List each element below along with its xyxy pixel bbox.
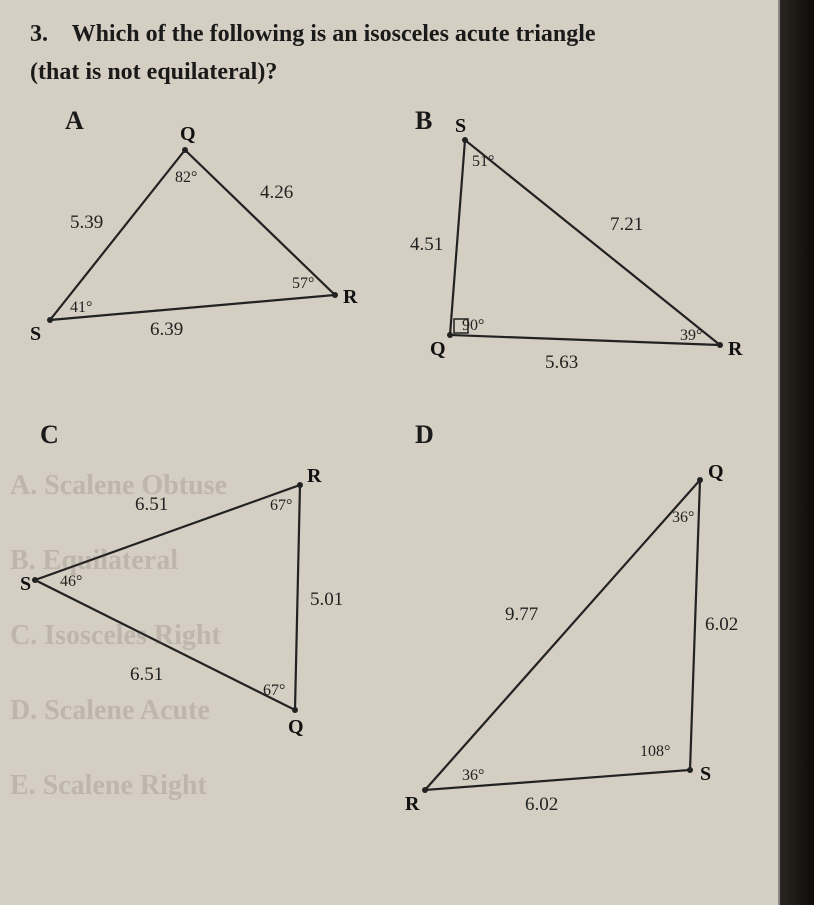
side-sr: 6.02	[525, 794, 558, 815]
side-qr: 5.63	[545, 352, 578, 373]
ghost-line-5: E. Scalene Right	[10, 770, 207, 802]
question-line-2: (that is not equilateral)?	[30, 56, 748, 88]
ang-q: 67°	[263, 682, 285, 699]
vertex-s: S	[700, 763, 711, 785]
vertex-q: Q	[288, 716, 304, 738]
side-qs: 6.02	[705, 614, 738, 635]
triangle-a: S Q R 5.39 4.26 6.39 41° 82° 57°	[30, 120, 370, 350]
vertex-q: Q	[430, 338, 446, 360]
vertex-r: R	[307, 465, 322, 487]
vertex-s: S	[30, 323, 41, 345]
side-rs: 7.21	[610, 214, 643, 235]
vertex-q: Q	[180, 123, 196, 145]
vertex-q: Q	[708, 461, 724, 483]
vertex-r: R	[728, 338, 743, 360]
triangle-b: Q S R 4.51 7.21 5.63 51° 90° 39°	[410, 120, 750, 380]
question-text-1: Which of the following is an isosceles a…	[72, 21, 596, 47]
triangle-d: R Q S 9.77 6.02 6.02 36° 36° 108°	[400, 450, 760, 820]
side-sq: 4.51	[410, 234, 443, 255]
side-rq: 5.01	[310, 589, 343, 610]
ang-s: 51°	[472, 153, 494, 170]
side-qr: 4.26	[260, 182, 293, 203]
triangle-c: S R Q 6.51 5.01 6.51 46° 67° 67°	[20, 450, 360, 770]
side-sr: 6.51	[135, 494, 168, 515]
vertex-s: S	[20, 573, 31, 595]
ang-s: 108°	[640, 743, 670, 760]
ang-r: 57°	[292, 275, 314, 292]
ang-r: 67°	[270, 497, 292, 514]
side-rs: 6.39	[150, 319, 183, 340]
question-line-1: 3. Which of the following is an isoscele…	[30, 18, 748, 50]
vertex-r: R	[405, 793, 420, 815]
ang-q: 82°	[175, 169, 197, 186]
side-qs: 6.51	[130, 664, 163, 685]
ang-r: 36°	[462, 767, 484, 784]
ang-q: 36°	[672, 509, 694, 526]
ang-r: 39°	[680, 327, 702, 344]
ang-s: 46°	[60, 573, 82, 590]
option-label-d: D	[415, 420, 434, 450]
side-sq: 5.39	[70, 212, 103, 233]
side-rq: 9.77	[505, 604, 538, 625]
page-dark-edge	[780, 0, 814, 905]
ang-s: 41°	[70, 299, 92, 316]
vertex-r: R	[343, 286, 358, 308]
worksheet-page: 3. Which of the following is an isoscele…	[0, 0, 780, 905]
option-label-c: C	[40, 420, 59, 450]
question-number: 3.	[30, 21, 48, 47]
vertex-s: S	[455, 115, 466, 137]
